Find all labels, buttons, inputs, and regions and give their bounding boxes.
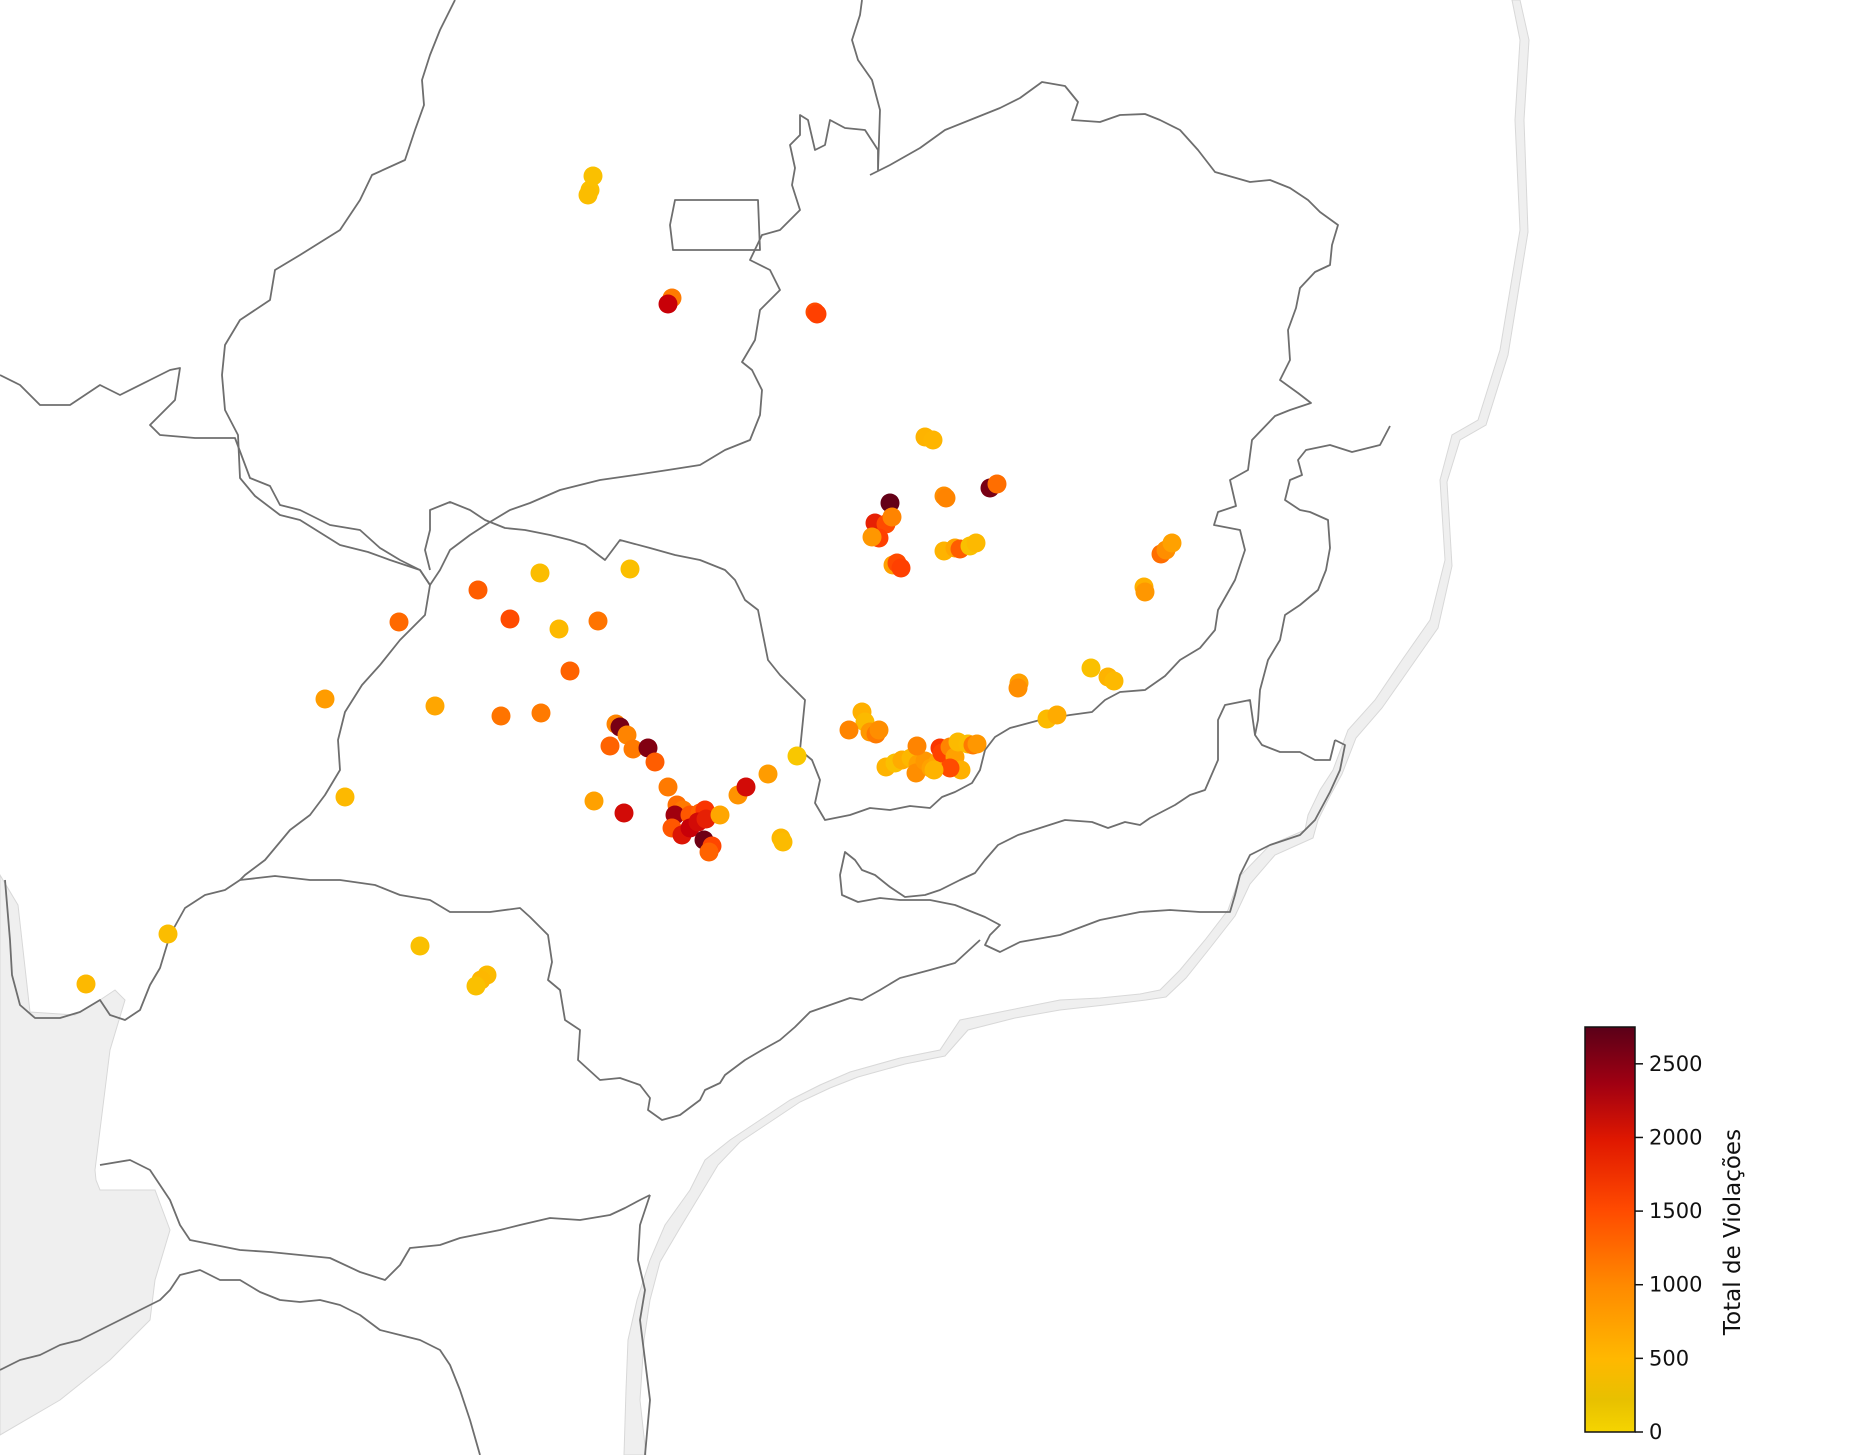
colorbar-tick-label: 1500 <box>1649 1199 1702 1223</box>
violation-point <box>425 696 445 716</box>
violation-point <box>923 430 943 450</box>
violation-point <box>1008 678 1028 698</box>
violation-point <box>907 736 927 756</box>
violation-point <box>588 611 608 631</box>
violation-point <box>807 304 827 324</box>
violation-point <box>620 559 640 579</box>
violation-point <box>1162 533 1182 553</box>
violation-point <box>710 805 730 825</box>
violation-point <box>623 739 643 759</box>
violation-point <box>862 527 882 547</box>
violation-point <box>987 474 1007 494</box>
colorbar-tick-label: 1000 <box>1649 1273 1702 1297</box>
colorbar-tick-label: 2500 <box>1649 1052 1702 1076</box>
violation-point <box>787 746 807 766</box>
violation-point <box>645 752 665 772</box>
violation-point <box>882 507 902 527</box>
points-layer <box>76 166 1182 996</box>
violation-point <box>1081 658 1101 678</box>
colorbar-tick-label: 0 <box>1649 1420 1662 1444</box>
violation-point <box>699 842 719 862</box>
violation-point <box>1135 582 1155 602</box>
violation-point <box>560 661 580 681</box>
state-border-rio-de-janeiro <box>839 699 1346 953</box>
colorbar-tick-label: 2000 <box>1649 1125 1702 1149</box>
state-border-northwest <box>0 367 431 586</box>
violation-point <box>880 493 900 513</box>
violation-point <box>936 488 956 508</box>
state-border-sao-paulo <box>239 584 981 1121</box>
violation-point <box>773 832 793 852</box>
violation-point <box>924 760 944 780</box>
violation-point <box>600 736 620 756</box>
colorbar-tick-label: 500 <box>1649 1346 1689 1370</box>
violation-point <box>584 791 604 811</box>
state-border-goias <box>221 0 881 586</box>
violation-point <box>614 803 634 823</box>
violation-point <box>530 563 550 583</box>
violation-point <box>966 533 986 553</box>
colorbar-gradient <box>1584 1026 1636 1433</box>
violation-point <box>315 689 335 709</box>
violation-point <box>736 777 756 797</box>
violation-point <box>658 777 678 797</box>
violation-point <box>758 764 778 784</box>
violation-point <box>491 706 511 726</box>
violation-point <box>638 738 658 758</box>
violation-point <box>389 612 409 632</box>
state-border-parana-south <box>99 1159 651 1281</box>
violation-point <box>335 787 355 807</box>
state-border-santa-catarina <box>0 1269 481 1455</box>
violation-point <box>158 924 178 944</box>
coastline-sc-inner <box>637 1194 651 1455</box>
violation-point <box>1047 705 1067 725</box>
violation-point <box>940 758 960 778</box>
colorbar-label: Total de Violações <box>1720 1129 1746 1336</box>
violation-point <box>658 294 678 314</box>
violation-point <box>410 936 430 956</box>
violation-point <box>1104 671 1124 691</box>
colorbar: 0 500 1000 1500 2000 2500 Total de Violações <box>1584 1026 1746 1444</box>
violation-point <box>578 185 598 205</box>
violation-point <box>967 734 987 754</box>
state-border-minas-gerais <box>424 81 1339 821</box>
neighbor-country-area <box>0 874 171 1436</box>
colorbar-ticks: 0 500 1000 1500 2000 2500 <box>1635 1052 1702 1444</box>
violation-point <box>839 720 859 740</box>
violation-point <box>466 976 486 996</box>
coastline-strip <box>623 0 1530 1455</box>
state-border-espirito-santo <box>1254 425 1391 761</box>
state-border-parana <box>4 879 241 1021</box>
violation-point <box>549 619 569 639</box>
violation-point <box>76 974 96 994</box>
violation-point <box>869 720 889 740</box>
federal-district-border <box>669 199 761 251</box>
violation-point <box>468 580 488 600</box>
violation-point <box>531 703 551 723</box>
violation-point <box>500 609 520 629</box>
violation-point <box>891 558 911 578</box>
